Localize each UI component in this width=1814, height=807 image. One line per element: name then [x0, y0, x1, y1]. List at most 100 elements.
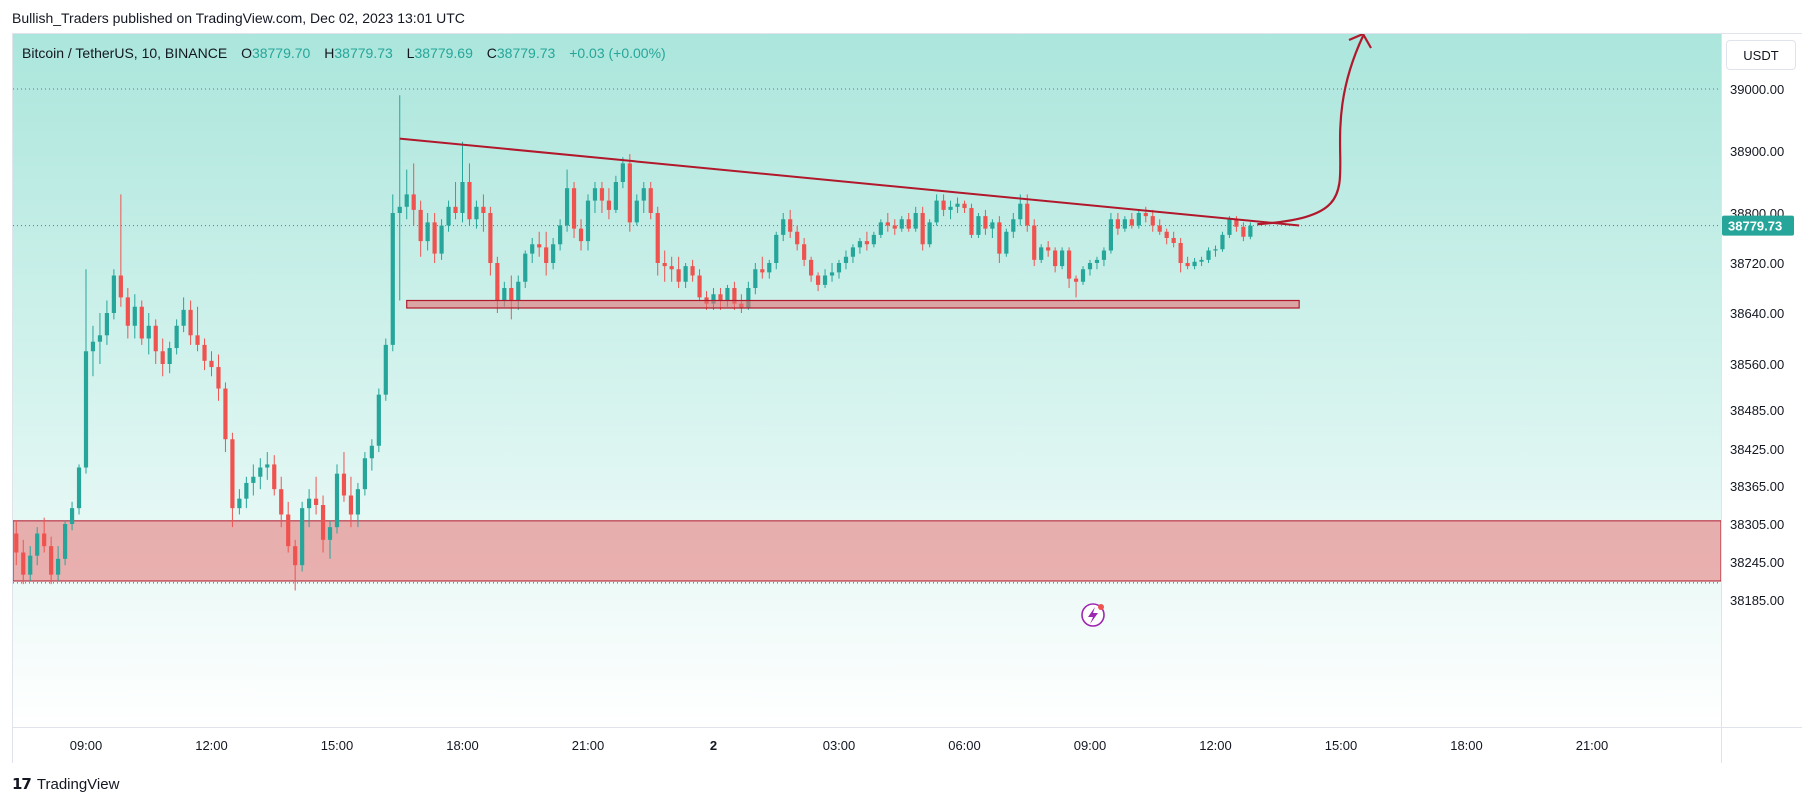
candle-body	[132, 306, 137, 326]
candle-body	[1136, 213, 1141, 226]
candle-body	[495, 263, 500, 301]
candle-body	[383, 344, 388, 395]
candle	[1150, 209, 1155, 232]
candle	[934, 194, 939, 226]
candle	[857, 238, 863, 254]
candle	[781, 213, 786, 242]
candle	[132, 294, 137, 339]
candle	[265, 452, 270, 480]
candle-body	[899, 219, 904, 229]
candle	[878, 219, 883, 238]
candle-body	[432, 222, 437, 254]
candle-body	[181, 309, 186, 326]
candle	[829, 263, 835, 282]
candle	[760, 256, 765, 279]
candle-body	[1248, 225, 1253, 237]
candle-body	[118, 275, 123, 298]
candle-body	[871, 234, 876, 245]
candle-body	[564, 188, 570, 226]
candle-body	[83, 351, 89, 468]
candle-body	[502, 288, 507, 301]
candle-body	[286, 514, 291, 547]
candle	[432, 213, 437, 263]
time-tick-label: 18:00	[446, 738, 479, 753]
candle-body	[864, 241, 869, 245]
candle-body	[725, 288, 730, 301]
candle	[21, 539, 26, 585]
candle	[1157, 219, 1162, 235]
candle	[1087, 259, 1093, 276]
candle	[913, 206, 918, 232]
candle-body	[516, 281, 521, 301]
candle-body	[1241, 226, 1246, 237]
symbol-legend[interactable]: Bitcoin / TetherUS, 10, BINANCE O38779.7…	[22, 45, 666, 61]
candle-body	[1129, 219, 1134, 226]
candle	[397, 95, 402, 301]
candle	[990, 219, 995, 238]
candle	[1053, 247, 1058, 273]
candle	[1164, 228, 1169, 245]
time-scale-axis[interactable]: 09:00 12:00 15:00 18:00 21:00 2 03:00 06:00 09:0…	[13, 728, 1721, 763]
symbol-name[interactable]: Bitcoin / TetherUS, 10, BINANCE	[22, 45, 228, 61]
price-tick-label: 38185.00	[1730, 593, 1784, 608]
candle-body	[390, 213, 395, 345]
candle	[390, 194, 395, 352]
candle-body	[279, 489, 284, 515]
candle-body	[927, 222, 932, 245]
demand-zone	[13, 520, 1721, 582]
candle-body	[648, 188, 653, 213]
candle	[174, 319, 179, 355]
candle-body	[223, 388, 228, 440]
plot-area[interactable]	[13, 34, 1721, 727]
candle	[1073, 275, 1079, 298]
price-scale-axis[interactable]: 39000.0038900.0038800.0038720.0038640.00…	[1722, 34, 1802, 727]
candle	[1115, 213, 1120, 235]
candle	[544, 231, 549, 276]
candle-body	[69, 508, 75, 524]
candle	[1039, 244, 1044, 263]
candle	[111, 269, 116, 320]
candle-body	[125, 297, 130, 326]
candle-body	[355, 489, 361, 515]
candle	[1241, 222, 1246, 242]
candle-body	[767, 263, 772, 273]
tradingview-footer[interactable]: 𝟭𝟳 TradingView	[12, 775, 119, 794]
candle-body	[21, 552, 26, 575]
candle	[948, 200, 953, 220]
price-scale[interactable]: 39000.00 38900.00 38800.00 38720.00 38640.00…	[1721, 34, 1802, 727]
candle	[223, 382, 228, 453]
candle-body	[969, 208, 974, 235]
candle	[920, 206, 925, 251]
change-value: +0.03 (+0.00%)	[569, 45, 666, 61]
time-scale[interactable]: 09:00 12:00 15:00 18:00 21:00 2 03:00 06:00 09:0…	[13, 727, 1721, 763]
candle-body	[362, 458, 367, 490]
candle-body	[753, 269, 758, 288]
candle	[474, 200, 479, 229]
candle	[279, 476, 284, 528]
candle	[1227, 216, 1232, 238]
candle	[843, 250, 849, 270]
candle-body	[460, 182, 465, 213]
candle-body	[641, 188, 646, 201]
candle-body	[42, 533, 47, 547]
candle-body	[62, 524, 68, 559]
candle	[1220, 231, 1225, 252]
candle-body	[955, 203, 960, 207]
candle	[592, 182, 598, 213]
price-chart[interactable]	[13, 34, 1721, 727]
candle-body	[453, 206, 458, 213]
candle-body	[1080, 269, 1086, 282]
candle-body	[934, 200, 939, 223]
candle-body	[300, 508, 305, 566]
candle	[962, 200, 967, 213]
currency-button[interactable]: USDT	[1726, 40, 1796, 70]
candle-body	[1060, 250, 1065, 267]
candle-body	[1213, 249, 1218, 251]
candle-body	[153, 325, 158, 352]
candle-body	[418, 209, 423, 242]
candle-body	[467, 182, 472, 220]
candle	[1185, 256, 1190, 270]
candle-body	[474, 206, 479, 220]
candle-body	[906, 219, 911, 229]
price-tick-label: 38305.00	[1730, 517, 1784, 532]
